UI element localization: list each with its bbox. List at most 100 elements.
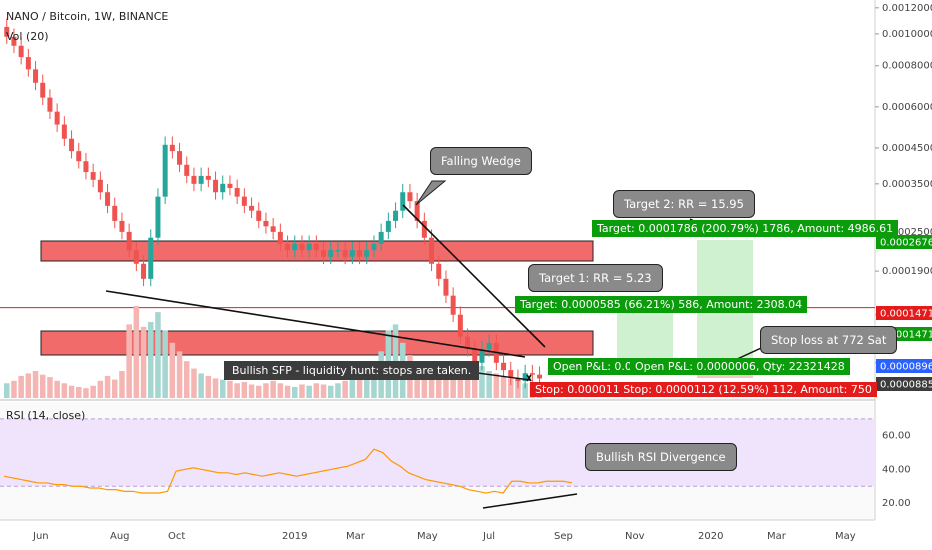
volume-bar: [500, 375, 507, 398]
volume-bar: [342, 380, 348, 398]
volume-bar: [126, 324, 132, 398]
rsi-label: RSI (14, close): [6, 409, 86, 422]
volume-bar: [515, 380, 521, 398]
candle-body: [25, 57, 31, 70]
volume-bar: [191, 368, 197, 398]
candle-body: [270, 226, 276, 232]
time-tick-label: Aug: [110, 531, 130, 542]
candle-body: [256, 210, 262, 221]
candle-body: [407, 192, 413, 202]
falling-wedge-callout[interactable]: Falling Wedge: [430, 147, 532, 175]
candle-body: [429, 237, 435, 264]
price-label-1: 0.0001471: [876, 306, 932, 320]
candle-body: [522, 373, 528, 382]
price-tick-label: 0.0012000: [882, 3, 932, 14]
candle-body: [342, 250, 348, 257]
rsi-tick-label: 60.00: [882, 431, 911, 442]
price-tick-label: 0.0010000: [882, 29, 932, 40]
volume-bar: [457, 373, 464, 398]
price-tick-label: 0.0006000: [882, 102, 932, 113]
price-label-text: 0.0000885: [880, 380, 932, 391]
candle-body: [277, 231, 283, 244]
volume-bar: [47, 377, 53, 398]
price-tick-label: 0.0004500: [882, 143, 932, 154]
target2-callout[interactable]: Target 2: RR = 15.95: [613, 190, 755, 218]
candle-body: [357, 250, 363, 257]
volume-bar: [25, 373, 32, 398]
time-tick-label: Oct: [168, 531, 185, 542]
candle-body: [11, 36, 17, 46]
candle-body: [393, 210, 399, 221]
volume-bar: [270, 380, 276, 398]
candle-body: [465, 336, 471, 350]
volume-bar: [436, 373, 442, 398]
candle-body: [371, 243, 377, 251]
price-tick-label: 0.0001900: [882, 266, 932, 277]
candle-body: [249, 205, 255, 211]
volume-bar: [356, 375, 363, 398]
sfp-x-mark: [526, 374, 532, 382]
price-label-text: 0.0001471: [880, 309, 932, 320]
candle-body: [443, 278, 449, 296]
bullish-sfp-label[interactable]: Bullish SFP - liquidity hunt: stops are …: [224, 361, 480, 380]
candle-body: [162, 144, 168, 197]
candle-body: [421, 220, 427, 238]
volume-bar: [155, 312, 161, 398]
volume-bar: [140, 326, 147, 398]
target1-callout[interactable]: Target 1: RR = 5.23: [528, 264, 663, 292]
stop-loss-callout[interactable]: Stop loss at 772 Sat: [760, 326, 898, 354]
volume-bar: [522, 383, 528, 398]
volume-bar: [493, 373, 500, 398]
candle-body: [18, 45, 24, 58]
candle-body: [472, 349, 478, 363]
volume-bar: [256, 385, 262, 398]
candle-body: [205, 175, 211, 180]
wedge-resistance-line: [402, 204, 546, 348]
volume-bar: [205, 375, 212, 398]
candle-body: [54, 111, 60, 125]
volume-bar: [234, 383, 240, 398]
candle-body: [126, 231, 132, 251]
rsi-divergence-callout[interactable]: Bullish RSI Divergence: [585, 443, 737, 471]
candle-body: [97, 179, 103, 193]
candle-body: [436, 263, 442, 279]
volume-bar: [241, 382, 248, 398]
candle-body: [105, 192, 111, 206]
candle-body: [241, 196, 247, 206]
candle-body: [220, 183, 226, 193]
volume-bar: [313, 383, 320, 398]
candle-body: [141, 263, 147, 279]
time-tick-label: 2020: [698, 531, 723, 542]
volume-bar: [76, 386, 82, 398]
price-label-text: 0.0000896: [880, 362, 932, 373]
candle-body: [4, 26, 10, 37]
volume-bar: [486, 371, 492, 398]
time-tick-label: Jul: [482, 531, 495, 542]
volume-bar: [97, 380, 104, 398]
candle-body: [529, 373, 535, 375]
volume-bar: [212, 378, 219, 398]
candle-body: [184, 164, 190, 176]
volume-bar: [428, 368, 435, 398]
volume-bar: [220, 379, 226, 398]
rsi-divergence-line: [482, 493, 578, 509]
candle-body: [227, 183, 233, 188]
candle-body: [385, 220, 391, 232]
volume-bar: [4, 383, 10, 398]
price-label-bg: [876, 306, 932, 320]
candle-body: [486, 342, 492, 350]
candle-body: [61, 124, 67, 139]
volume-bar: [184, 361, 190, 398]
volume-bar: [335, 383, 341, 398]
candle-body: [400, 192, 406, 211]
candle-body: [321, 250, 327, 257]
volume-bar: [68, 385, 75, 398]
volume-bar: [54, 380, 60, 398]
volume-label: Vol (20): [6, 30, 49, 43]
volume-bar: [40, 374, 46, 398]
stop-info: Stop: 0.000011 Stop: 0.0000112 (12.59%) …: [530, 382, 877, 397]
candle-body: [263, 220, 269, 227]
volume-bar: [18, 375, 24, 398]
time-tick-label: May: [835, 531, 856, 542]
